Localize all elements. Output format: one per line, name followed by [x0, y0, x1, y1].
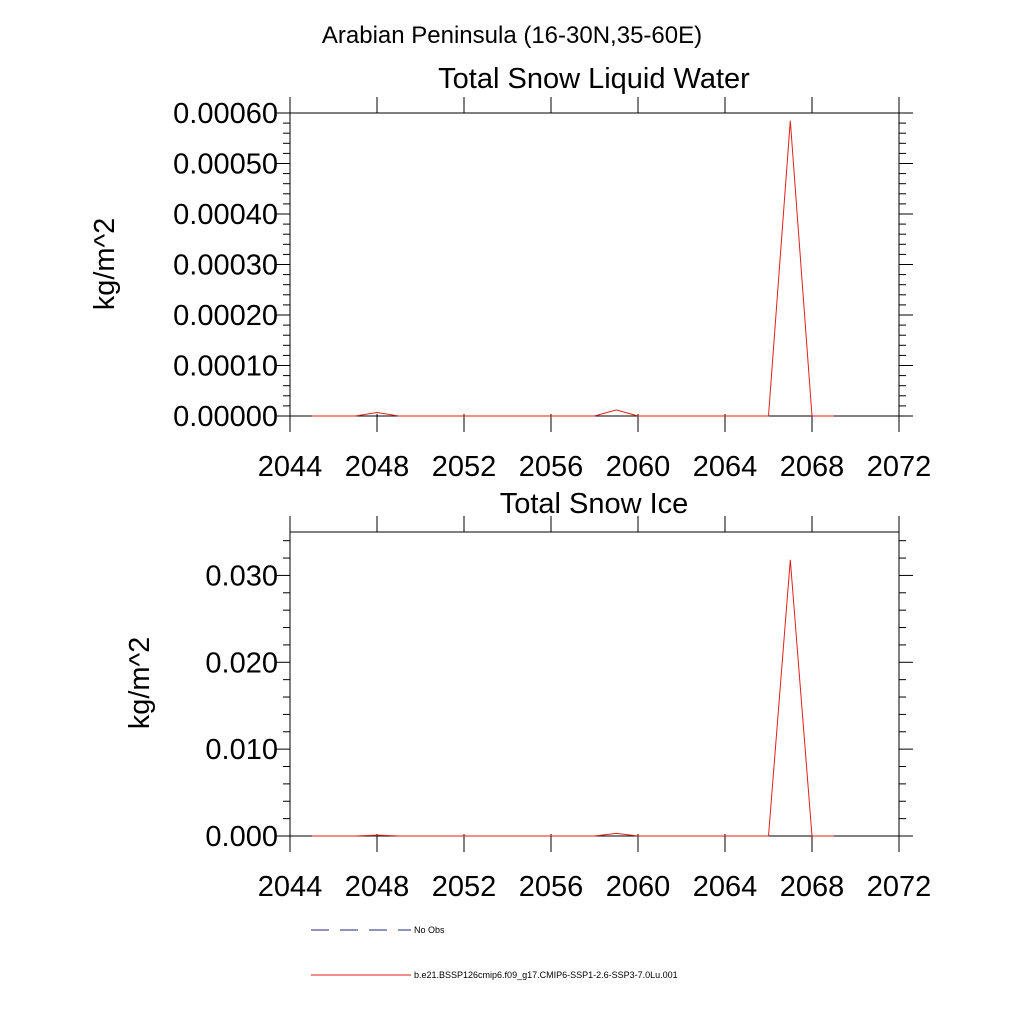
panel-1-ytick-label: 0.00030 — [173, 250, 278, 282]
panel-2-xtick-label: 2072 — [867, 871, 932, 903]
panel-1-title: Total Snow Liquid Water — [438, 63, 750, 95]
panel-1-xtick-label: 2068 — [780, 451, 845, 483]
panel-2-ytick-label: 0.010 — [205, 734, 278, 766]
panel-1-xtick-label: 2072 — [867, 451, 932, 483]
panel-2-ylabel: kg/m^2 — [124, 637, 156, 730]
panel-2: Total Snow Ice kg/m^2 2044 2048 2052 2056 20… — [124, 488, 931, 903]
panel-1-xtick-label: 2052 — [432, 451, 497, 483]
panel-1-xtick-label: 2048 — [345, 451, 410, 483]
panel-2-ytick-label: 0.000 — [205, 821, 278, 853]
panel-2-xtick-label: 2060 — [606, 871, 671, 903]
panel-1-xtick-label: 2064 — [693, 451, 758, 483]
panel-1-xtick-label: 2044 — [258, 451, 323, 483]
legend-label-no-obs: No Obs — [414, 925, 445, 935]
panel-1-ytick-label: 0.00050 — [173, 149, 278, 181]
figure-title: Arabian Peninsula (16-30N,35-60E) — [322, 22, 702, 49]
panel-1-frame — [289, 112, 900, 417]
panel-1-ytick-label: 0.00020 — [173, 300, 278, 332]
panel-2-xtick-label: 2068 — [780, 871, 845, 903]
panel-2-plot-area: 2044 2048 2052 2056 2060 2064 2068 2072 0.000 0.0… — [205, 516, 931, 903]
panel-1-ylabel: kg/m^2 — [89, 218, 121, 311]
panel-1: Total Snow Liquid Water kg/m^2 2044 2048 2… — [89, 63, 931, 483]
panel-2-ytick-label: 0.030 — [205, 560, 278, 592]
panel-2-xtick-label: 2064 — [693, 871, 758, 903]
panel-1-ytick-label: 0.00040 — [173, 199, 278, 231]
legend-label-model-run: b.e21.BSSP126cmip6.f09_g17.CMIP6-SSP1-2.… — [414, 970, 678, 980]
panel-2-xtick-label: 2044 — [258, 871, 323, 903]
panel-2-xtick-label: 2048 — [345, 871, 410, 903]
panel-1-ytick-label: 0.00060 — [173, 98, 278, 130]
panel-2-xtick-label: 2056 — [519, 871, 584, 903]
panel-1-series-line-1 — [311, 120, 834, 417]
panel-1-xtick-label: 2060 — [606, 451, 671, 483]
panel-2-xtick-label: 2052 — [432, 871, 497, 903]
panel-1-plot-area: 2044 2048 2052 2056 2060 2064 2068 2072 0.00000 0… — [173, 97, 931, 483]
panel-2-frame — [289, 531, 900, 837]
panel-1-ytick-label: 0.00010 — [173, 351, 278, 383]
panel-2-title: Total Snow Ice — [500, 488, 689, 520]
panel-2-series-line-1 — [311, 559, 834, 837]
panel-1-ytick-label: 0.00000 — [173, 401, 278, 433]
panel-2-ytick-label: 0.020 — [205, 647, 278, 679]
legend: No Obs b.e21.BSSP126cmip6.f09_g17.CMIP6-… — [311, 925, 678, 980]
panel-1-xtick-label: 2056 — [519, 451, 584, 483]
